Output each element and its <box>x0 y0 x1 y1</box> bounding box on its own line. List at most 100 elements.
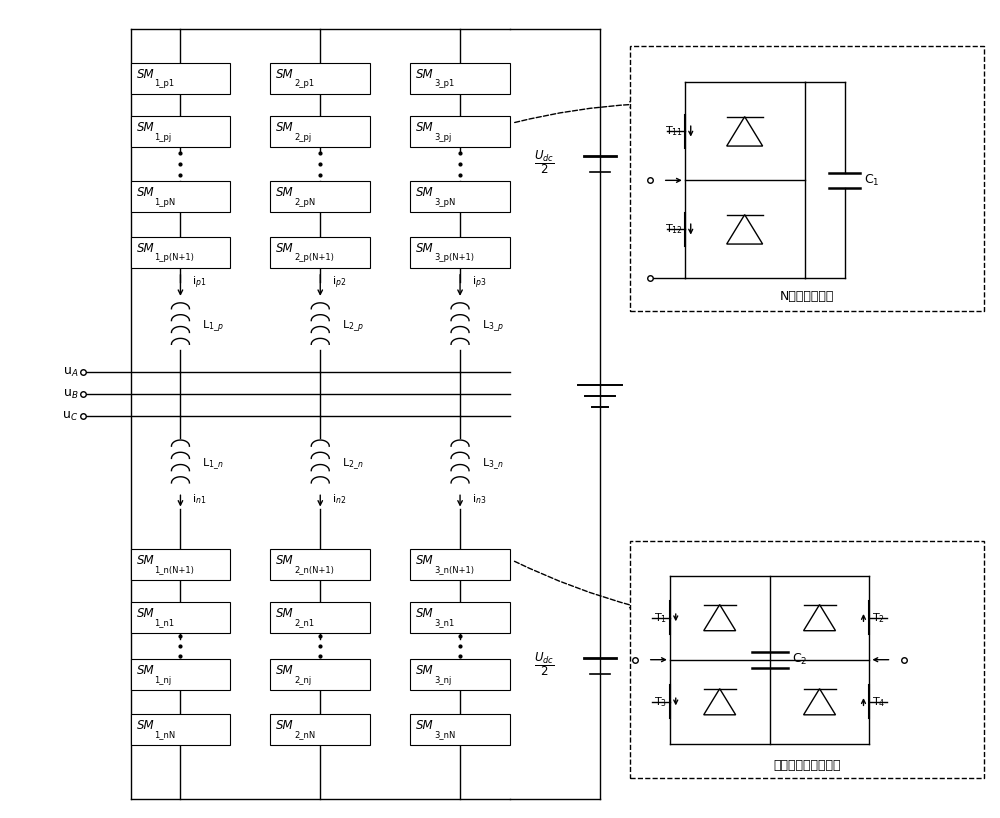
Bar <box>270 602 370 633</box>
Text: 2_p(N+1): 2_p(N+1) <box>294 254 334 263</box>
Text: SM: SM <box>416 554 434 567</box>
Text: C$_1$: C$_1$ <box>864 173 880 188</box>
Text: 1_n1: 1_n1 <box>154 618 175 627</box>
Bar <box>410 116 510 147</box>
Text: L$_{1\_n}$: L$_{1\_n}$ <box>202 456 224 472</box>
Text: $\dfrac{U_{dc}}{2}$: $\dfrac{U_{dc}}{2}$ <box>534 650 555 678</box>
Text: T$_1$: T$_1$ <box>654 611 667 625</box>
Text: 2_n(N+1): 2_n(N+1) <box>294 565 334 574</box>
Text: u$_B$: u$_B$ <box>63 388 79 401</box>
Text: L$_{3\_p}$: L$_{3\_p}$ <box>482 319 504 335</box>
Bar <box>131 63 230 94</box>
Text: i$_{p2}$: i$_{p2}$ <box>332 274 347 290</box>
Text: SM: SM <box>416 718 434 731</box>
Bar <box>410 658 510 690</box>
Text: u$_C$: u$_C$ <box>62 410 79 423</box>
Text: 3_nj: 3_nj <box>434 676 451 685</box>
Text: 1_nj: 1_nj <box>154 676 172 685</box>
Text: L$_{2\_n}$: L$_{2\_n}$ <box>342 456 364 472</box>
Text: SM: SM <box>137 607 154 620</box>
Text: SM: SM <box>416 664 434 676</box>
Text: u$_A$: u$_A$ <box>63 366 79 379</box>
Bar <box>270 236 370 267</box>
Text: 1_pN: 1_pN <box>154 198 176 207</box>
Bar <box>630 542 984 778</box>
Bar <box>630 46 984 311</box>
Bar <box>270 713 370 744</box>
Text: i$_{n2}$: i$_{n2}$ <box>332 492 347 506</box>
Text: N个半桥子模块: N个半桥子模块 <box>780 290 834 303</box>
Text: 3_p(N+1): 3_p(N+1) <box>434 254 474 263</box>
Text: SM: SM <box>137 241 154 254</box>
Text: 1_p(N+1): 1_p(N+1) <box>154 254 194 263</box>
Bar <box>131 713 230 744</box>
Text: SM: SM <box>416 187 434 199</box>
Text: 2_p1: 2_p1 <box>294 79 314 88</box>
Text: i$_{p3}$: i$_{p3}$ <box>472 274 486 290</box>
Text: T$_3$: T$_3$ <box>654 694 667 708</box>
Text: C$_2$: C$_2$ <box>792 652 807 667</box>
Text: T$_{12}$: T$_{12}$ <box>665 222 683 236</box>
Text: $\dfrac{U_{dc}}{2}$: $\dfrac{U_{dc}}{2}$ <box>534 149 555 176</box>
Text: SM: SM <box>137 121 154 134</box>
Text: SM: SM <box>137 718 154 731</box>
Text: SM: SM <box>276 241 294 254</box>
Text: 2_n1: 2_n1 <box>294 618 314 627</box>
Text: L$_{1\_p}$: L$_{1\_p}$ <box>202 319 224 335</box>
Bar <box>410 181 510 212</box>
Bar <box>270 116 370 147</box>
Bar <box>410 549 510 580</box>
Bar <box>131 181 230 212</box>
Text: SM: SM <box>276 554 294 567</box>
Text: SM: SM <box>416 241 434 254</box>
Bar <box>131 236 230 267</box>
Text: 3_pN: 3_pN <box>434 198 455 207</box>
Text: i$_{n1}$: i$_{n1}$ <box>192 492 207 506</box>
Text: 1_p1: 1_p1 <box>154 79 175 88</box>
Text: SM: SM <box>137 554 154 567</box>
Text: 3_p1: 3_p1 <box>434 79 454 88</box>
Bar <box>270 658 370 690</box>
Text: 3_nN: 3_nN <box>434 730 455 739</box>
Text: SM: SM <box>276 187 294 199</box>
Text: SM: SM <box>276 121 294 134</box>
Text: SM: SM <box>276 718 294 731</box>
Text: SM: SM <box>137 187 154 199</box>
Text: SM: SM <box>416 607 434 620</box>
Text: SM: SM <box>137 664 154 676</box>
Text: L$_{2\_p}$: L$_{2\_p}$ <box>342 319 364 335</box>
Bar <box>410 602 510 633</box>
Text: SM: SM <box>137 68 154 81</box>
Text: SM: SM <box>276 68 294 81</box>
Bar <box>410 236 510 267</box>
Text: T$_{11}$: T$_{11}$ <box>665 124 683 138</box>
Text: i$_{n3}$: i$_{n3}$ <box>472 492 486 506</box>
Text: 2_nN: 2_nN <box>294 730 316 739</box>
Text: SM: SM <box>416 121 434 134</box>
Text: 1_pj: 1_pj <box>154 133 172 142</box>
Bar <box>131 549 230 580</box>
Text: 2_pj: 2_pj <box>294 133 312 142</box>
Text: SM: SM <box>276 607 294 620</box>
Text: 3_n1: 3_n1 <box>434 618 454 627</box>
Bar <box>131 602 230 633</box>
Text: 1_nN: 1_nN <box>154 730 176 739</box>
Text: 1_n(N+1): 1_n(N+1) <box>154 565 194 574</box>
Bar <box>131 658 230 690</box>
Text: 辅助子模块（全桥）: 辅助子模块（全桥） <box>773 758 841 771</box>
Bar <box>270 549 370 580</box>
Text: i$_{p1}$: i$_{p1}$ <box>192 274 207 290</box>
Text: T$_4$: T$_4$ <box>872 694 886 708</box>
Bar <box>270 181 370 212</box>
Text: SM: SM <box>416 68 434 81</box>
Text: SM: SM <box>276 664 294 676</box>
Text: L$_{3\_n}$: L$_{3\_n}$ <box>482 456 504 472</box>
Bar <box>410 63 510 94</box>
Text: 3_pj: 3_pj <box>434 133 451 142</box>
Text: 2_nj: 2_nj <box>294 676 312 685</box>
Bar <box>131 116 230 147</box>
Text: T$_2$: T$_2$ <box>872 611 886 625</box>
Bar <box>410 713 510 744</box>
Bar <box>270 63 370 94</box>
Text: 3_n(N+1): 3_n(N+1) <box>434 565 474 574</box>
